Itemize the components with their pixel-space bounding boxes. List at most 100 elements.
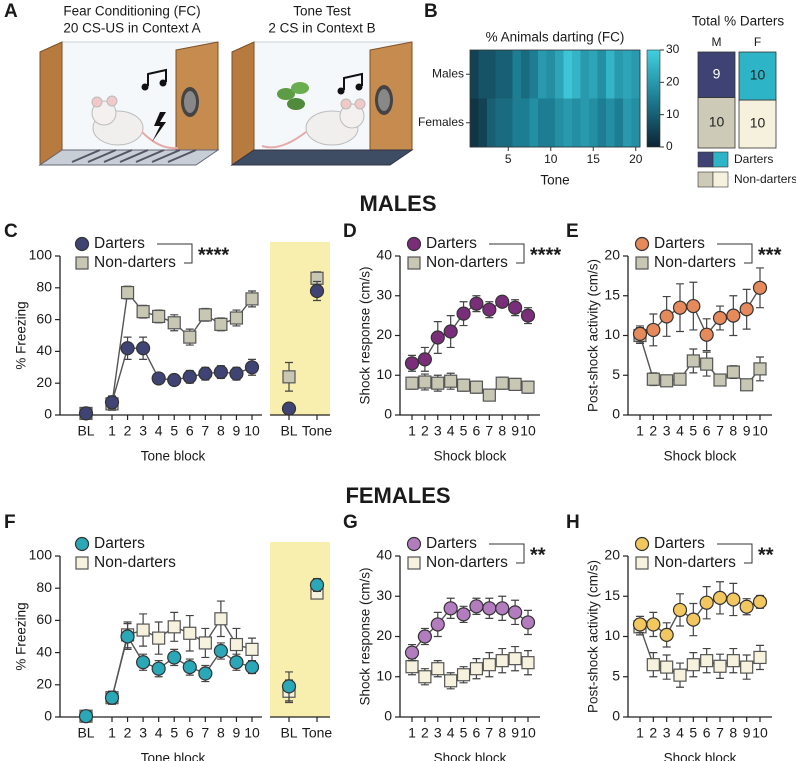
data-point — [120, 341, 135, 356]
data-point — [700, 654, 714, 668]
data-point — [167, 316, 181, 330]
y-tick-label: 20 — [36, 374, 52, 390]
data-point — [521, 656, 535, 670]
heatmap-cell — [495, 50, 505, 99]
data-point — [469, 296, 484, 311]
data-point — [151, 661, 166, 676]
illustration-subtitle: 20 CS-US in Context A — [63, 21, 200, 36]
heatmap-cell — [563, 98, 573, 148]
data-point — [309, 577, 325, 593]
data-point — [520, 615, 536, 630]
data-point — [646, 658, 660, 672]
x-tick-label: 2 — [421, 423, 429, 439]
heatmap-cell — [521, 98, 530, 148]
data-point — [739, 599, 754, 614]
x-tick-label: 9 — [743, 423, 751, 439]
legend-label: Darters — [94, 235, 145, 252]
data-point — [508, 377, 522, 391]
data-point — [726, 365, 740, 379]
data-point — [167, 650, 182, 665]
data-point — [431, 662, 445, 676]
significance-bracket — [489, 243, 525, 264]
data-point — [78, 406, 94, 421]
data-point — [431, 376, 445, 390]
y-tick-label: 0 — [612, 708, 620, 724]
y-tick-label: 10 — [376, 667, 392, 683]
legend-label: Darters — [734, 152, 773, 166]
y-tick-label: 20 — [36, 676, 52, 692]
y-axis-title: Shock response (cm/s) — [358, 567, 373, 705]
data-point — [443, 601, 458, 616]
data-point — [632, 326, 648, 342]
data-point — [430, 330, 445, 345]
data-point — [495, 654, 509, 668]
heatmap-cell — [478, 50, 488, 99]
x-tick-label: 20 — [629, 152, 643, 166]
data-point — [245, 642, 259, 656]
x-tick-label: 7 — [716, 423, 724, 439]
data-point — [151, 371, 166, 386]
x-tick-label: 10 — [520, 725, 536, 741]
heatmap-cell — [546, 50, 556, 99]
data-point — [244, 360, 260, 375]
heatmap-cell — [521, 50, 530, 99]
heatmap-cell — [555, 50, 564, 99]
data-point — [673, 372, 687, 386]
x-tick-label: BL — [77, 423, 94, 439]
x-tick-label: 9 — [743, 725, 751, 741]
x-tick-label: 5 — [170, 725, 178, 741]
legend-label: Darters — [426, 535, 477, 552]
heatmap-cell — [623, 50, 632, 99]
heatmap-cell — [512, 50, 522, 99]
section-title: FEMALES — [345, 483, 450, 508]
y-tick-label: 30 — [376, 286, 392, 302]
x-tick-label: 15 — [587, 152, 601, 166]
data-point — [712, 590, 728, 605]
significance-stars: *** — [758, 244, 782, 266]
data-point — [686, 354, 700, 368]
data-point — [672, 602, 688, 618]
x-tick-label: 7 — [201, 423, 209, 439]
x-tick-label: 8 — [498, 423, 506, 439]
x-tick-label: 6 — [473, 423, 481, 439]
test-tick-label: Tone — [302, 725, 333, 741]
heatmap-cell — [580, 50, 590, 99]
series-line — [111, 347, 253, 403]
series-line — [111, 617, 253, 698]
x-tick-label: 2 — [649, 423, 657, 439]
data-point — [469, 380, 484, 394]
test-tick-label: Tone — [302, 423, 333, 439]
data-point — [245, 292, 259, 306]
illustration-title: Tone Test — [293, 4, 351, 19]
data-point — [659, 309, 674, 324]
legend-marker — [407, 556, 421, 570]
y-tick-label: 0 — [384, 708, 392, 724]
legend-marker — [407, 256, 421, 270]
y-tick-label: 5 — [612, 366, 620, 382]
legend-label: Non-darters — [94, 554, 176, 571]
significance-bracket — [489, 543, 525, 564]
series-line — [411, 300, 529, 364]
data-point — [183, 626, 197, 640]
data-point — [456, 607, 471, 622]
significance-stars: ** — [758, 544, 774, 566]
legend-label: Darters — [94, 535, 145, 552]
x-tick-label: 5 — [460, 725, 468, 741]
x-tick-label: 9 — [233, 725, 241, 741]
heatmap-cell — [546, 98, 556, 148]
panel-label: G — [343, 512, 358, 533]
heatmap-cell — [512, 98, 522, 148]
x-tick-label: 5 — [460, 423, 468, 439]
heatmap-cell — [478, 98, 488, 148]
legend-label: Non-darters — [426, 254, 508, 271]
y-axis-title: Post-shock activity (cm/s) — [586, 259, 601, 412]
row-label: Females — [418, 115, 464, 129]
data-point — [739, 302, 754, 317]
y-axis-title: Post-shock activity (cm/s) — [586, 560, 601, 713]
x-tick-label: 4 — [676, 423, 684, 439]
x-tick-label: 6 — [703, 423, 711, 439]
significance-bracket — [157, 243, 193, 264]
y-tick-label: 60 — [36, 611, 52, 627]
data-point — [229, 637, 244, 652]
y-tick-label: 40 — [36, 342, 52, 358]
